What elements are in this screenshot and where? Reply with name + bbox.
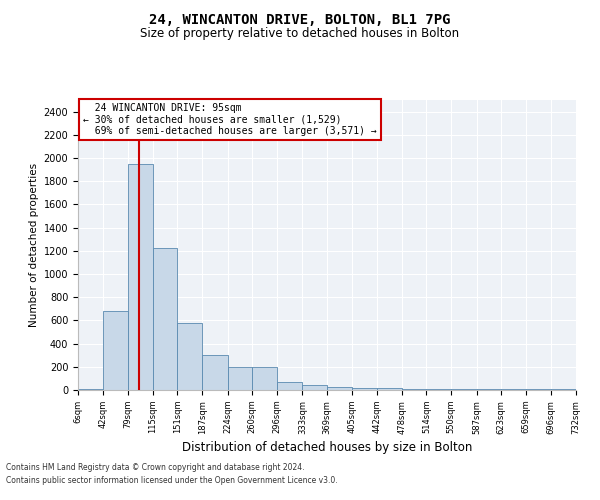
Text: 24 WINCANTON DRIVE: 95sqm
← 30% of detached houses are smaller (1,529)
  69% of : 24 WINCANTON DRIVE: 95sqm ← 30% of detac… [83,103,377,136]
Bar [128,164,153,390]
Bar [327,386,352,390]
Bar [202,355,227,390]
Bar [153,248,178,390]
Bar [252,368,277,390]
Bar [277,382,302,390]
Text: 24, WINCANTON DRIVE, BOLTON, BL1 7PG: 24, WINCANTON DRIVE, BOLTON, BL1 7PG [149,12,451,26]
X-axis label: Distribution of detached houses by size in Bolton: Distribution of detached houses by size … [182,440,472,454]
Text: Size of property relative to detached houses in Bolton: Size of property relative to detached ho… [140,28,460,40]
Bar [178,324,202,390]
Bar [352,388,377,390]
Bar [227,368,252,390]
Bar [302,386,327,390]
Text: Contains HM Land Registry data © Crown copyright and database right 2024.: Contains HM Land Registry data © Crown c… [6,464,305,472]
Bar [377,388,402,390]
Bar [103,311,128,390]
Text: Contains public sector information licensed under the Open Government Licence v3: Contains public sector information licen… [6,476,338,485]
Y-axis label: Number of detached properties: Number of detached properties [29,163,40,327]
